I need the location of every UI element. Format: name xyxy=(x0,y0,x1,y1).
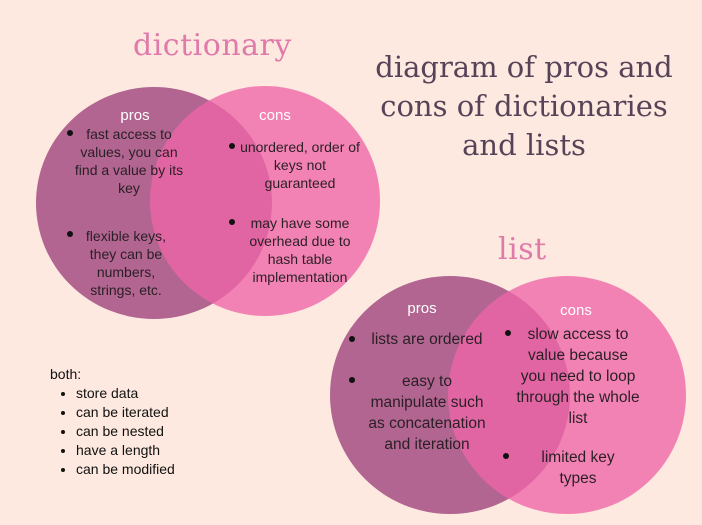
dictionary-con-item: may have some overhead due to hash table… xyxy=(249,215,351,285)
dictionary-pros-label: pros xyxy=(120,107,150,124)
both-list: store data can be iterated can be nested… xyxy=(50,384,175,479)
list-con-item: limited key types xyxy=(541,449,615,487)
list-con-item: slow access to value because you need to… xyxy=(516,326,640,427)
bullet-icon xyxy=(503,453,509,459)
bullet-icon xyxy=(349,336,355,342)
bullet-icon xyxy=(349,377,355,383)
both-item: have a length xyxy=(76,441,175,460)
list-pro-item: lists are ordered xyxy=(371,331,483,348)
bullet-icon xyxy=(67,130,73,136)
list-title: list xyxy=(498,232,547,267)
bullet-icon xyxy=(505,330,511,336)
both-section: both: store data can be iterated can be … xyxy=(50,365,175,479)
dictionary-title: dictionary xyxy=(133,28,292,63)
dictionary-cons-label: cons xyxy=(259,107,291,124)
list-pros-label: pros xyxy=(407,300,437,317)
main-title: diagram of pros and cons of dictionaries… xyxy=(375,50,673,162)
both-label: both: xyxy=(50,366,82,382)
dictionary-pro-item: fast access to values, you can find a va… xyxy=(74,126,184,196)
dictionary-cons-circle xyxy=(150,86,380,316)
dictionary-pro-item: flexible keys, they can be numbers, stri… xyxy=(85,228,167,298)
bullet-icon xyxy=(229,143,235,149)
list-cons-circle xyxy=(448,276,686,514)
list-cons-label: cons xyxy=(560,302,592,319)
bullet-icon xyxy=(67,231,73,237)
both-item: can be iterated xyxy=(76,403,175,422)
dictionary-con-item: unordered, order of keys not guaranteed xyxy=(240,139,360,191)
bullet-icon xyxy=(229,219,235,225)
both-item: can be nested xyxy=(76,422,175,441)
both-item: can be modified xyxy=(76,460,175,479)
both-item: store data xyxy=(76,384,175,403)
list-pro-item: easy to manipulate such as concatenation… xyxy=(368,373,486,453)
